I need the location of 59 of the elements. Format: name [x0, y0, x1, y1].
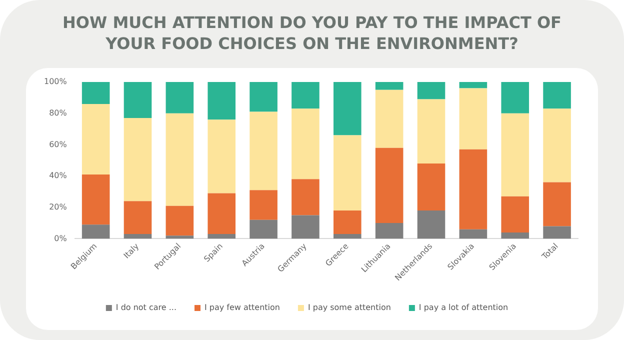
bar [166, 206, 194, 236]
bar [166, 82, 194, 114]
bar [250, 82, 278, 112]
bar [334, 210, 362, 234]
bar [292, 215, 320, 239]
legend-label: I pay a lot of attention [418, 303, 508, 312]
bar [82, 224, 110, 239]
bar [166, 113, 194, 206]
bar [334, 82, 362, 136]
bar [208, 120, 236, 194]
bar [250, 190, 278, 220]
bar [459, 88, 488, 150]
bar [124, 234, 152, 239]
bar [501, 196, 530, 232]
bar [208, 82, 236, 120]
bar [82, 104, 110, 174]
bar [292, 82, 320, 109]
bar [124, 118, 152, 202]
bar [124, 201, 152, 234]
bar [375, 82, 404, 90]
bar [417, 82, 446, 100]
bar [417, 99, 446, 164]
bar [208, 234, 236, 239]
chart-title: HOW MUCH ATTENTION DO YOU PAY TO THE IMPACT OF YOUR FOOD CHOICES ON THE ENVIRONMENT? [62, 12, 562, 54]
bar [250, 112, 278, 190]
bar [334, 234, 362, 239]
bar [459, 149, 488, 230]
bar [417, 210, 446, 239]
bar [375, 90, 404, 148]
legend-label: I pay few attention [204, 303, 280, 312]
y-tick-label: 60% [49, 140, 68, 149]
legend-label: I pay some attention [308, 303, 391, 312]
y-tick-label: 40% [49, 171, 68, 180]
bar [501, 232, 530, 239]
bar [292, 108, 320, 180]
y-tick-label: 80% [49, 108, 68, 118]
bar [292, 179, 320, 216]
bar [543, 182, 571, 226]
bar [501, 82, 530, 114]
bar [375, 223, 404, 239]
bar [417, 164, 446, 211]
y-tick-label: 0% [54, 234, 68, 243]
bar [334, 135, 362, 211]
bar [250, 220, 278, 239]
bar [82, 82, 110, 104]
bar [459, 82, 488, 88]
legend-label: I do not care ... [116, 303, 176, 312]
bar [208, 193, 236, 234]
bar [501, 113, 530, 196]
bar [82, 174, 110, 225]
bar [124, 82, 152, 118]
bar [543, 226, 571, 239]
bar [543, 108, 571, 182]
bar [459, 229, 488, 239]
bar [543, 82, 571, 109]
y-tick-label: 20% [49, 202, 68, 212]
bar [166, 236, 194, 239]
y-tick-label: 100% [44, 77, 68, 86]
bar [375, 148, 404, 224]
